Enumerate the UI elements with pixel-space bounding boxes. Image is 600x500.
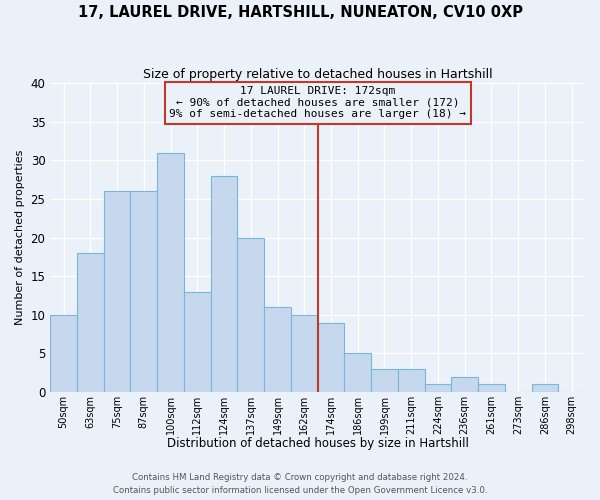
Bar (238, 238, 264, 392)
X-axis label: Distribution of detached houses by size in Hartshill: Distribution of detached houses by size … (167, 437, 469, 450)
Bar (104, 191, 130, 392)
Bar (532, 384, 558, 392)
Bar (451, 376, 478, 392)
Bar (371, 369, 398, 392)
Bar (478, 384, 505, 392)
Bar (398, 369, 425, 392)
Bar (291, 315, 317, 392)
Text: 17 LAUREL DRIVE: 172sqm
← 90% of detached houses are smaller (172)
9% of semi-de: 17 LAUREL DRIVE: 172sqm ← 90% of detache… (169, 86, 466, 120)
Text: 17, LAUREL DRIVE, HARTSHILL, NUNEATON, CV10 0XP: 17, LAUREL DRIVE, HARTSHILL, NUNEATON, C… (77, 5, 523, 20)
Text: Contains HM Land Registry data © Crown copyright and database right 2024.
Contai: Contains HM Land Registry data © Crown c… (113, 474, 487, 495)
Bar (77, 253, 104, 392)
Bar (157, 152, 184, 392)
Bar (344, 354, 371, 392)
Bar (130, 191, 157, 392)
Bar (425, 384, 451, 392)
Title: Size of property relative to detached houses in Hartshill: Size of property relative to detached ho… (143, 68, 493, 80)
Y-axis label: Number of detached properties: Number of detached properties (15, 150, 25, 325)
Bar (211, 176, 238, 392)
Bar (184, 292, 211, 392)
Bar (50, 315, 77, 392)
Bar (317, 322, 344, 392)
Bar (264, 307, 291, 392)
